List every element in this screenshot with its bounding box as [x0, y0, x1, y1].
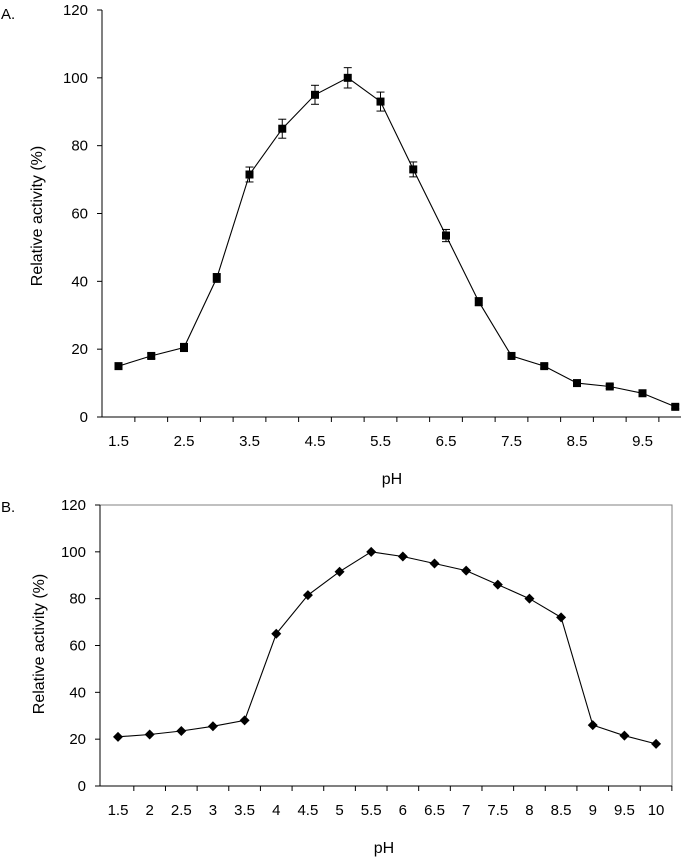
data-point — [507, 351, 516, 360]
x-tick-label: 4.5 — [297, 802, 318, 819]
data-point — [144, 729, 155, 740]
panel-b-x-axis-title: pH — [374, 840, 394, 857]
panel-b-series — [113, 546, 662, 749]
y-tick-label: 60 — [71, 206, 88, 223]
x-tick-label: 6.5 — [424, 802, 445, 819]
x-tick-label: 7 — [462, 802, 470, 819]
x-tick-label: 8.5 — [551, 802, 572, 819]
panel-a-chart: A. 0 20 40 60 80 100 120 1.5 2.5 3.5 4.5 5.5 6.5 7.5… — [1, 2, 681, 488]
y-tick-label: 40 — [69, 684, 86, 701]
x-tick-label: 1.5 — [108, 802, 129, 819]
y-tick-label: 20 — [69, 731, 86, 748]
x-tick-label: 3.5 — [239, 433, 260, 450]
data-point — [343, 73, 352, 82]
data-point — [397, 551, 408, 562]
x-tick-label: 9 — [589, 802, 597, 819]
x-tick-label: 7.5 — [487, 802, 508, 819]
data-point — [113, 731, 123, 742]
x-tick-label: 4.5 — [305, 433, 326, 450]
y-tick-label: 100 — [61, 544, 86, 561]
series-line — [117, 551, 657, 745]
data-point — [147, 351, 156, 360]
data-point — [366, 546, 377, 557]
y-tick-label: 60 — [69, 638, 86, 655]
data-point — [278, 124, 287, 133]
panel-a-x-ticks: 1.5 2.5 3.5 4.5 5.5 6.5 7.5 8.5 9.5 — [108, 417, 660, 450]
x-tick-label: 1.5 — [108, 433, 129, 450]
data-point — [409, 165, 418, 174]
data-point — [239, 715, 250, 726]
data-point — [461, 565, 472, 576]
data-point — [619, 730, 630, 741]
data-point — [492, 579, 503, 590]
data-point — [587, 720, 598, 731]
data-point — [376, 97, 385, 106]
x-tick-label: 2.5 — [174, 433, 195, 450]
x-tick-label: 2 — [145, 802, 153, 819]
panel-b-x-ticks: 1.5 2 2.5 3 3.5 4 4.5 5 5.5 6 6.5 7 7.5 8 8.5 9 9.5 10 — [108, 786, 673, 819]
data-point — [651, 738, 662, 749]
panel-a-label: A. — [1, 6, 15, 23]
panel-b-y-ticks: 0 20 40 60 80 100 120 — [61, 497, 100, 795]
x-tick-label: 9.5 — [632, 433, 653, 450]
data-point — [524, 593, 535, 604]
x-tick-label: 4 — [272, 802, 280, 819]
panel-b-label: B. — [1, 499, 15, 516]
data-point — [556, 612, 567, 623]
series-line — [118, 77, 676, 408]
y-tick-label: 0 — [80, 409, 88, 426]
data-point — [212, 273, 221, 282]
data-point — [245, 170, 254, 179]
x-tick-label: 8 — [525, 802, 533, 819]
x-tick-label: 5.5 — [361, 802, 382, 819]
data-point — [671, 402, 680, 411]
data-point — [638, 389, 647, 398]
x-tick-label: 3 — [209, 802, 217, 819]
y-tick-label: 80 — [71, 138, 88, 155]
x-tick-label: 10 — [648, 802, 665, 819]
y-tick-label: 120 — [61, 497, 86, 514]
panel-b-y-axis-title: Relative activity (%) — [31, 574, 48, 714]
data-point — [540, 362, 549, 371]
data-point — [605, 382, 614, 391]
data-point — [176, 725, 187, 736]
x-tick-label: 8.5 — [567, 433, 588, 450]
panel-a-y-ticks: 0 20 40 60 80 100 120 — [63, 2, 102, 426]
data-point — [311, 90, 319, 99]
x-tick-label: 2.5 — [171, 802, 192, 819]
x-tick-label: 7.5 — [501, 433, 522, 450]
data-point — [573, 379, 581, 388]
x-tick-label: 5 — [335, 802, 343, 819]
data-point — [442, 231, 450, 240]
data-point — [474, 297, 483, 306]
panel-a-x-axis-title: pH — [382, 471, 402, 488]
data-point — [207, 721, 218, 732]
x-tick-label: 3.5 — [234, 802, 255, 819]
y-tick-label: 20 — [71, 341, 88, 358]
data-point — [114, 362, 123, 371]
data-point — [271, 628, 282, 639]
y-tick-label: 120 — [63, 2, 88, 19]
x-tick-label: 5.5 — [370, 433, 391, 450]
y-tick-label: 40 — [71, 273, 88, 290]
y-tick-label: 100 — [63, 70, 88, 87]
x-tick-label: 9.5 — [614, 802, 635, 819]
data-point — [180, 343, 188, 352]
panel-b-chart: B. 0 20 40 60 80 100 120 1.5 2 2.5 3 3.5 4 4.5 5 5.5 6 6… — [1, 497, 673, 857]
data-point — [334, 566, 345, 577]
y-tick-label: 80 — [69, 591, 86, 608]
data-point — [302, 590, 313, 601]
panel-b-plot-frame — [99, 504, 673, 787]
panel-a-series — [114, 67, 680, 411]
x-tick-label: 6.5 — [436, 433, 457, 450]
panel-a-y-axis-title: Relative activity (%) — [29, 146, 46, 286]
y-tick-label: 0 — [78, 778, 86, 795]
x-tick-label: 6 — [399, 802, 407, 819]
data-point — [429, 558, 440, 569]
